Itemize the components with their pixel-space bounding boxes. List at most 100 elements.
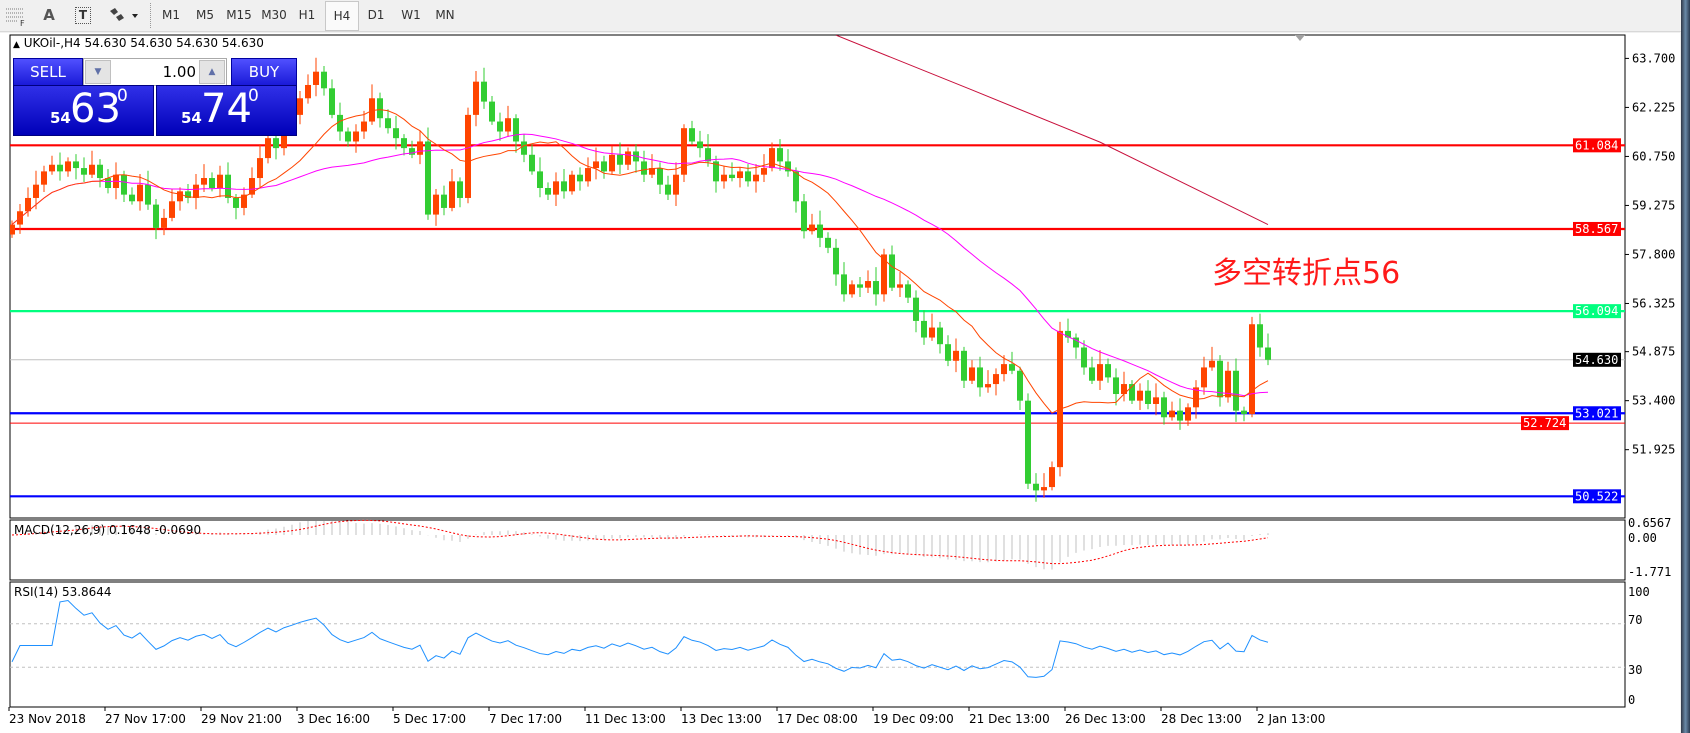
time-tick-label: 11 Dec 13:00 [585,712,666,726]
bull-candle [305,84,311,99]
timeframe-d1-button[interactable]: D1 [367,8,385,22]
bull-candle [1097,364,1103,381]
bear-candle [665,184,671,195]
bear-candle [441,194,447,208]
price-label-box [1573,221,1621,236]
bear-candle [73,161,79,169]
bull-candle [953,350,959,361]
bull-candle [137,184,143,202]
rsi-tick-label: 0 [1628,693,1635,707]
bull-candle [297,98,303,115]
volume-decrease-button[interactable]: ▼ [85,60,111,84]
bear-candle [513,118,519,142]
bear-candle [785,161,791,172]
bear-candle [409,148,415,155]
bear-candle [225,174,231,198]
main-plot [10,35,1625,502]
bear-candle [857,284,863,288]
rsi-tick-label: 70 [1628,613,1642,627]
timeframe-h1-button[interactable]: H1 [298,8,316,22]
timeframe-mn-button[interactable]: MN [435,8,455,22]
price-tick-label: 57.800 [1632,247,1675,261]
bear-candle [385,118,391,129]
volume-increase-button[interactable]: ▲ [199,60,225,84]
bull-candle [993,374,999,385]
bear-candle [841,274,847,295]
bear-candle [105,178,111,188]
bull-candle [585,168,591,182]
sell-button[interactable]: SELL [13,58,83,86]
time-tick-label: 28 Dec 13:00 [1161,712,1242,726]
bull-candle [593,161,599,169]
text-label-tool-button[interactable]: T [72,5,94,26]
bear-candle [529,154,535,172]
rsi-tick-label: 100 [1628,585,1650,599]
volume-field[interactable]: ▼ 1.00 ▲ [83,58,227,86]
bear-candle [1017,370,1023,401]
sell-price-button[interactable]: 54 63 0 [13,85,154,136]
chart-annotation-text[interactable]: 多空转折点56 [1212,256,1401,291]
bull-candle [881,254,887,295]
bear-candle [601,161,607,172]
bear-candle [1089,367,1095,381]
text-tool-button[interactable]: A [43,6,55,24]
macd-panel-frame [9,519,1626,581]
bull-candle [257,158,263,179]
bull-candle [1249,324,1255,414]
collapse-triangle-icon[interactable]: ▲ [13,40,20,50]
bear-candle [153,204,159,228]
price-label: 58.567 [1575,222,1618,236]
fast-moving-average-line [11,109,1269,414]
bull-candle [761,168,767,175]
time-tick-label: 21 Dec 13:00 [969,712,1050,726]
bear-candle [1081,347,1087,368]
timeframe-h4-button[interactable]: H4 [325,1,359,31]
price-tick-label: 59.275 [1632,198,1675,212]
price-label-box [1521,416,1569,431]
toolbar: F A T M1 M5 M15 M30 H1 H4 D1 W1 MN [0,0,1690,32]
bear-candle [617,154,623,165]
bull-candle [753,174,759,182]
volume-value[interactable]: 1.00 [162,63,196,81]
buy-button[interactable]: BUY [231,58,297,86]
shapes-tool-button[interactable] [106,5,142,26]
timeframe-w1-button[interactable]: W1 [401,8,421,22]
bear-candle [209,178,215,188]
price-tick-label: 54.875 [1632,345,1675,359]
bear-candle [121,174,127,195]
bull-candle [281,128,287,149]
bull-candle [721,174,727,182]
bear-candle [57,164,63,172]
time-tick-label: 5 Dec 17:00 [393,712,466,726]
bear-candle [1265,347,1271,360]
bull-candle [417,141,423,155]
bull-candle [929,327,935,338]
bull-candle [1137,390,1143,401]
bear-candle [713,161,719,182]
macd-tick-label: 0.00 [1628,531,1657,545]
bull-candle [1057,330,1063,468]
buy-price-button[interactable]: 54 74 0 [156,85,297,136]
chart-shift-marker-icon [1295,35,1305,41]
price-label: 61.084 [1575,138,1618,152]
bear-candle [793,171,799,202]
bear-candle [1009,364,1015,371]
bull-candle [553,181,559,195]
bull-candle [1041,487,1047,491]
price-tick-label: 60.750 [1632,149,1675,163]
bear-candle [729,174,735,179]
bear-candle [81,168,87,175]
timeframe-m5-button[interactable]: M5 [196,8,214,22]
bull-candle [161,217,167,228]
bear-candle [945,344,951,361]
bull-candle [681,128,687,175]
fibonacci-tool-button[interactable]: F [4,5,28,26]
bear-candle [833,247,839,275]
bull-candle [849,284,855,295]
bear-candle [1257,324,1263,348]
timeframe-m30-button[interactable]: M30 [261,8,287,22]
timeframe-m15-button[interactable]: M15 [226,8,252,22]
bear-candle [801,201,807,232]
timeframe-m1-button[interactable]: M1 [162,8,180,22]
